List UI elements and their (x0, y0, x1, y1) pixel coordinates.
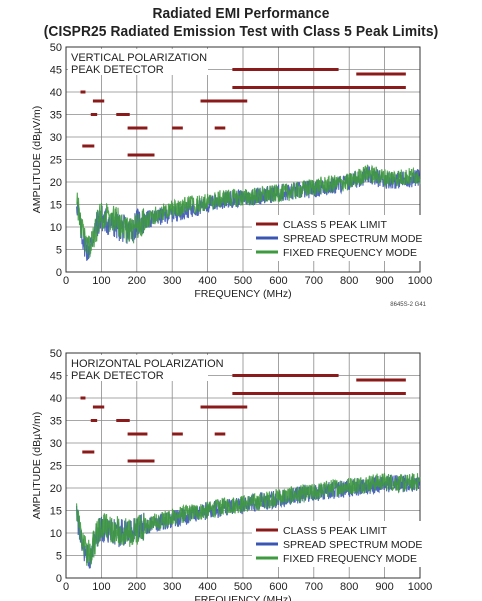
y-tick-label: 5 (56, 551, 62, 563)
chart-title-line-1: Radiated EMI Performance (152, 5, 330, 22)
x-tick-label: 300 (163, 581, 181, 593)
legend-limit-label: CLASS 5 PEAK LIMIT (283, 525, 387, 537)
x-tick-label: 0 (63, 581, 69, 593)
y-tick-label: 30 (50, 132, 62, 144)
x-tick-label: 300 (163, 275, 181, 287)
y-tick-label: 35 (50, 110, 62, 122)
y-tick-label: 45 (50, 371, 62, 383)
x-tick-label: 500 (234, 581, 252, 593)
legend-fixed-label: FIXED FREQUENCY MODE (283, 247, 417, 259)
x-tick-label: 1000 (408, 581, 432, 593)
fixed-frequency-trace (76, 164, 421, 259)
y-tick-label: 5 (56, 245, 62, 257)
x-tick-label: 500 (234, 275, 252, 287)
x-tick-label: 900 (375, 275, 393, 287)
y-tick-label: 40 (50, 87, 62, 99)
x-tick-label: 100 (92, 581, 110, 593)
x-axis-label: FREQUENCY (MHz) (194, 594, 291, 601)
y-tick-label: 10 (50, 222, 62, 234)
y-tick-label: 25 (50, 461, 62, 473)
x-tick-label: 400 (198, 275, 216, 287)
legend-limit-label: CLASS 5 PEAK LIMIT (283, 219, 387, 231)
y-tick-label: 0 (56, 267, 62, 279)
x-tick-label: 400 (198, 581, 216, 593)
fixed-frequency-trace (76, 472, 421, 566)
chart-note: HORIZONTAL POLARIZATION (71, 358, 224, 370)
x-tick-label: 800 (340, 581, 358, 593)
y-tick-label: 20 (50, 177, 62, 189)
x-tick-label: 200 (128, 275, 146, 287)
y-axis-label: AMPLITUDE (dBµV/m) (31, 106, 43, 214)
x-tick-label: 600 (269, 581, 287, 593)
y-tick-label: 25 (50, 155, 62, 167)
y-axis-label: AMPLITUDE (dBµV/m) (31, 412, 43, 520)
x-axis-label: FREQUENCY (MHz) (194, 288, 291, 300)
y-tick-label: 45 (50, 65, 62, 77)
plot-frame (65, 46, 421, 273)
x-tick-label: 200 (128, 581, 146, 593)
y-tick-label: 0 (56, 573, 62, 585)
x-tick-label: 800 (340, 275, 358, 287)
y-tick-label: 50 (50, 348, 62, 360)
figure-code: 8645S-2 G41 (390, 302, 426, 308)
legend-background (252, 521, 422, 567)
legend-spread-label: SPREAD SPECTRUM MODE (283, 233, 422, 245)
note-background (68, 355, 208, 381)
y-tick-label: 30 (50, 438, 62, 450)
legend-spread-label: SPREAD SPECTRUM MODE (283, 539, 422, 551)
y-tick-label: 15 (50, 506, 62, 518)
legend-background (252, 215, 422, 261)
legend-fixed-label: FIXED FREQUENCY MODE (283, 553, 417, 565)
y-tick-label: 10 (50, 528, 62, 540)
plot-frame (65, 352, 421, 579)
x-tick-label: 900 (375, 581, 393, 593)
x-tick-label: 100 (92, 275, 110, 287)
y-tick-label: 35 (50, 416, 62, 428)
x-tick-label: 700 (305, 275, 323, 287)
note-background (68, 49, 208, 75)
chart-title-line-2: (CISPR25 Radiated Emission Test with Cla… (43, 23, 439, 40)
chart-note: VERTICAL POLARIZATION (71, 52, 207, 64)
chart-note: PEAK DETECTOR (71, 64, 164, 76)
x-tick-label: 700 (305, 581, 323, 593)
y-tick-label: 50 (50, 42, 62, 54)
x-tick-label: 1000 (408, 275, 432, 287)
y-tick-label: 15 (50, 200, 62, 212)
y-tick-label: 20 (50, 483, 62, 495)
chart-note: PEAK DETECTOR (71, 370, 164, 382)
x-tick-label: 600 (269, 275, 287, 287)
x-tick-label: 0 (63, 275, 69, 287)
y-tick-label: 40 (50, 393, 62, 405)
